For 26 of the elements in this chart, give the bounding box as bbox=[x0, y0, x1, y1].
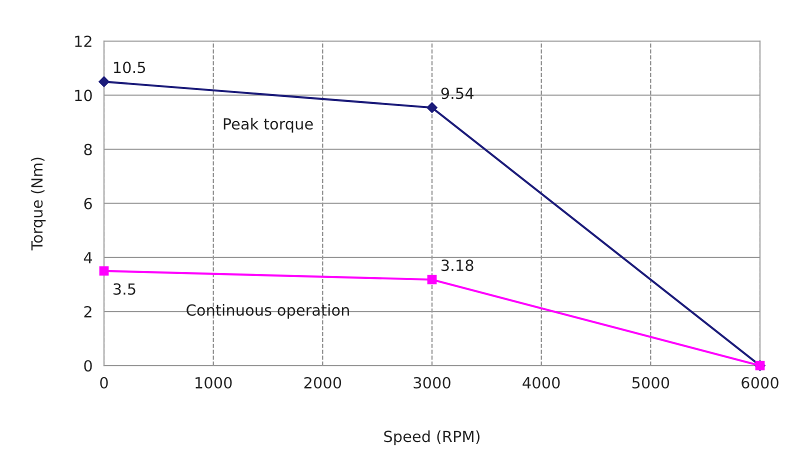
y-tick-label: 12 bbox=[75, 36, 92, 47]
point bbox=[426, 102, 438, 114]
point bbox=[98, 76, 110, 88]
y-tick-label: 0 bbox=[84, 360, 92, 372]
x-tick-label: 5000 bbox=[632, 376, 670, 389]
data-label: 9.54 bbox=[441, 88, 474, 100]
y-tick-label: 6 bbox=[84, 198, 92, 210]
point bbox=[99, 266, 109, 276]
data-label: 10.5 bbox=[114, 62, 146, 74]
data-label: 3.5 bbox=[114, 283, 136, 295]
series-label: Peak torque bbox=[224, 118, 313, 133]
x-tick-label: 0 bbox=[100, 376, 108, 389]
y-tick-label: 8 bbox=[84, 144, 92, 156]
x-axis-title: Speed (RPM) bbox=[384, 430, 480, 446]
y-tick-label: 10 bbox=[75, 90, 92, 102]
series-label: Continuous operation bbox=[186, 304, 349, 319]
y-axis-title: Torque (Nm) bbox=[30, 158, 46, 250]
x-tick-label: 2000 bbox=[304, 376, 342, 389]
x-tick-label: 3000 bbox=[414, 376, 450, 389]
y-tick-label: 4 bbox=[84, 252, 92, 264]
x-tick-label: 6000 bbox=[742, 376, 778, 389]
y-tick-label: 2 bbox=[84, 306, 92, 318]
x-tick-label: 4000 bbox=[522, 376, 560, 389]
data-label: 3.18 bbox=[442, 260, 474, 272]
point bbox=[427, 274, 437, 284]
x-tick-label: 1000 bbox=[196, 376, 232, 389]
